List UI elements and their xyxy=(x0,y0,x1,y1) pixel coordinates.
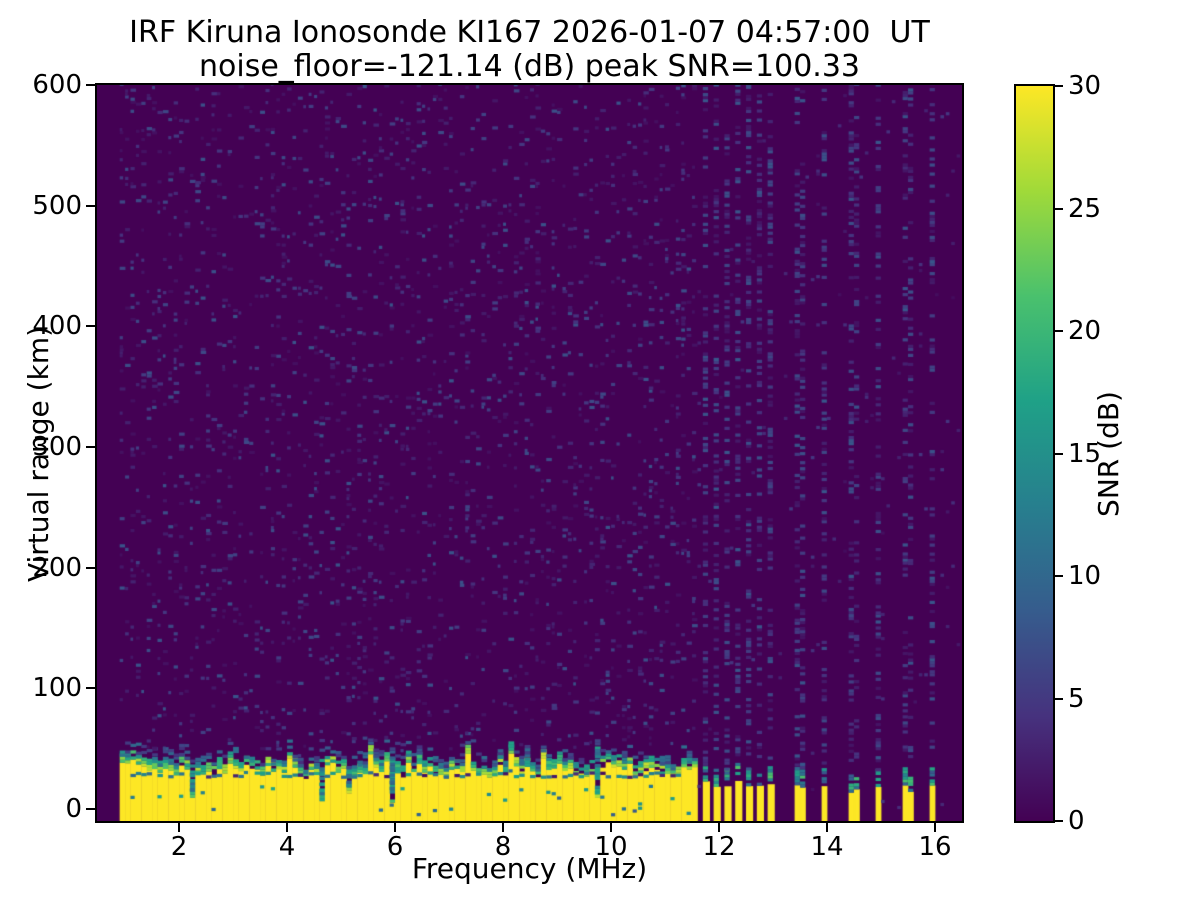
ionogram-heatmap xyxy=(97,85,962,821)
tick-mark xyxy=(86,445,95,448)
y-tick-label: 200 xyxy=(32,552,82,583)
tick-mark xyxy=(394,823,397,832)
tick-mark xyxy=(86,566,95,569)
x-axis-label: Frequency (MHz) xyxy=(411,852,648,885)
colorbar-label: SNR (dB) xyxy=(1092,391,1125,517)
tick-mark xyxy=(86,325,95,328)
y-tick-label: 500 xyxy=(32,190,82,221)
x-tick-label: 4 xyxy=(278,832,296,862)
colorbar-tick-label: 5 xyxy=(1068,683,1085,714)
x-tick-label: 12 xyxy=(702,832,736,862)
chart-title-line1: IRF Kiruna Ionosonde KI167 2026-01-07 04… xyxy=(129,15,930,50)
tick-mark xyxy=(502,823,505,832)
tick-mark xyxy=(1055,820,1063,822)
colorbar xyxy=(1014,84,1055,823)
tick-mark xyxy=(1055,330,1063,332)
x-tick-label: 14 xyxy=(810,832,844,862)
y-tick-label: 0 xyxy=(65,793,82,824)
y-tick-label: 600 xyxy=(32,70,82,100)
colorbar-tick-label: 0 xyxy=(1068,806,1085,836)
tick-mark xyxy=(718,823,721,832)
tick-mark xyxy=(1055,85,1063,87)
x-tick-label: 16 xyxy=(918,832,952,862)
y-tick-label: 300 xyxy=(32,431,82,462)
tick-mark xyxy=(178,823,181,832)
tick-mark xyxy=(610,823,613,832)
colorbar-tick-label: 15 xyxy=(1068,438,1102,469)
x-tick-label: 8 xyxy=(494,832,512,862)
plot-area xyxy=(95,83,964,823)
colorbar-tick-label: 30 xyxy=(1068,71,1102,101)
tick-mark xyxy=(1055,452,1063,455)
x-tick-label: 10 xyxy=(594,832,628,862)
tick-mark xyxy=(86,687,95,690)
colorbar-tick-label: 25 xyxy=(1068,193,1102,224)
tick-mark xyxy=(1055,697,1063,700)
tick-mark xyxy=(934,823,936,832)
y-axis-label: Virtual range (km) xyxy=(22,325,55,583)
tick-mark xyxy=(1055,207,1063,210)
tick-mark xyxy=(1055,575,1063,577)
x-tick-label: 2 xyxy=(170,832,188,862)
chart-title: IRF Kiruna Ionosonde KI167 2026-01-07 04… xyxy=(97,16,962,84)
tick-mark xyxy=(826,823,828,832)
tick-mark xyxy=(286,823,289,832)
colorbar-tick-label: 20 xyxy=(1068,316,1102,346)
chart-title-line2: noise_floor=-121.14 (dB) peak SNR=100.33 xyxy=(199,49,860,84)
y-tick-label: 400 xyxy=(32,311,82,342)
x-tick-label: 6 xyxy=(386,832,404,862)
y-tick-label: 100 xyxy=(32,673,82,704)
tick-mark xyxy=(86,84,95,86)
tick-mark xyxy=(86,807,95,810)
tick-mark xyxy=(86,204,95,207)
colorbar-tick-label: 10 xyxy=(1068,561,1102,591)
